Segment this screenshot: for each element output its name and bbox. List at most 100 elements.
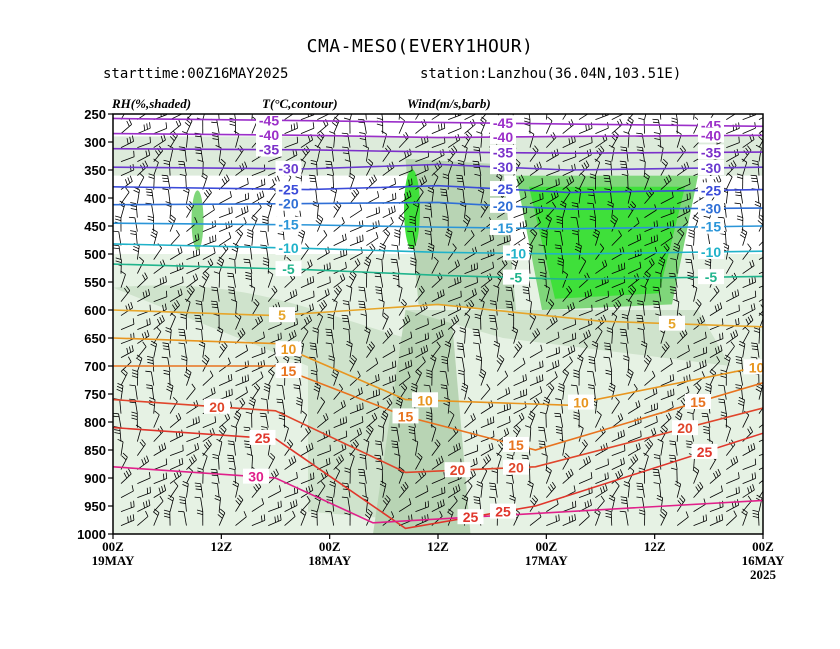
wind-barb [758, 129, 763, 134]
wind-barb-flag [541, 232, 548, 236]
wind-barb-staff [447, 331, 456, 344]
wind-barb [231, 299, 238, 316]
wind-barb-flag [116, 385, 123, 390]
wind-barb-staff [693, 470, 700, 484]
wind-barb-flag [391, 261, 398, 264]
wind-barb-flag [342, 317, 349, 320]
wind-barb-staff [627, 254, 642, 260]
wind-barb-staff [546, 520, 560, 526]
wind-barb-flag [642, 106, 647, 109]
wind-barb-flag [402, 484, 407, 490]
wind-barb-flag [489, 234, 492, 241]
wind-barb-flag [375, 108, 381, 109]
wind-barb-staff [366, 237, 379, 246]
wind-barb-staff [284, 277, 296, 288]
wind-barb-staff [529, 222, 541, 232]
wind-barb [473, 146, 482, 162]
wind-barb-staff [447, 431, 459, 442]
wind-barb-flag [560, 200, 567, 205]
wind-barb-flag [614, 481, 620, 487]
wind-barb-staff [742, 162, 748, 176]
wind-barb-flag [151, 231, 157, 236]
wind-barb-flag [409, 221, 416, 224]
wind-barb [626, 368, 634, 386]
wind-barb [557, 383, 565, 400]
wind-barb-staff [333, 301, 338, 316]
wind-barb [677, 178, 691, 190]
wind-barb-flag [375, 443, 382, 446]
wind-barb-staff [169, 161, 171, 176]
wind-barb-staff [366, 429, 374, 442]
wind-barb-flag [448, 508, 454, 513]
wind-barb-staff [611, 435, 625, 442]
wind-barb-flag [449, 410, 455, 416]
temp-label-bg [275, 181, 302, 197]
wind-barb-flag [286, 256, 292, 262]
wind-barb-flag [688, 232, 695, 235]
wind-barb-staff [183, 511, 187, 526]
wind-barb-flag [144, 272, 148, 279]
wind-barb-staff [235, 301, 238, 316]
wind-barb-staff [464, 124, 476, 134]
wind-barb-flag [312, 472, 315, 479]
wind-barb-staff [137, 294, 150, 302]
wind-barb-flag [334, 466, 340, 472]
wind-barb [642, 106, 647, 120]
wind-barb-staff [595, 464, 609, 470]
wind-barb-flag [247, 104, 253, 106]
wind-barb-flag [384, 332, 389, 339]
wind-barb-flag [317, 312, 323, 317]
wind-barb-flag [402, 299, 407, 304]
wind-barb-flag [239, 330, 244, 336]
wind-barb-flag [364, 514, 370, 519]
wind-barb-staff [398, 114, 401, 120]
wind-barb-flag [737, 318, 740, 325]
wind-barb-flag [489, 482, 496, 485]
wind-barb [529, 511, 542, 526]
wind-barb-flag [634, 104, 637, 109]
wind-barb-flag [522, 108, 528, 109]
wind-barb-flag [631, 285, 637, 291]
wind-barb-flag [227, 105, 233, 106]
wind-barb-flag [474, 288, 477, 295]
wind-barb-staff [382, 316, 389, 330]
wind-barb-flag [173, 481, 179, 487]
temp-contour-label: 25 [495, 504, 511, 520]
wind-barb [480, 416, 495, 428]
temp-contour--20 [113, 201, 763, 211]
wind-barb-flag [558, 514, 560, 521]
wind-barb-staff [660, 441, 664, 456]
wind-barb-flag [381, 130, 387, 135]
wind-barb-flag [681, 330, 686, 337]
wind-barb-flag [440, 455, 444, 462]
wind-barb-flag [487, 104, 490, 109]
wind-barb-staff [186, 372, 192, 386]
wind-barb-flag [445, 340, 451, 345]
wind-barb-flag [211, 132, 218, 135]
wind-barb-flag [586, 370, 594, 373]
wind-barb-flag [352, 441, 358, 448]
temp-label-bg [490, 128, 516, 144]
wind-barb-staff [316, 135, 325, 148]
wind-barb-flag [491, 470, 498, 473]
wind-barb-flag [623, 276, 626, 283]
wind-barb-staff [447, 248, 457, 260]
wind-barb [366, 206, 380, 218]
wind-barb-flag [188, 458, 193, 465]
wind-barb [758, 424, 763, 428]
wind-barb-flag [506, 235, 508, 242]
wind-barb-staff [186, 436, 200, 442]
wind-barb-flag [709, 371, 715, 376]
wind-barb-staff [153, 343, 157, 358]
wind-barb-staff [120, 441, 124, 456]
wind-barb-staff [281, 399, 285, 414]
wind-barb-staff [317, 235, 328, 246]
wind-barb-flag [422, 356, 426, 362]
wind-barb-flag [555, 247, 562, 250]
wind-barb [725, 172, 733, 190]
wind-barb-flag [163, 369, 170, 373]
wind-barb-flag [150, 343, 157, 348]
wind-barb-flag [717, 468, 721, 475]
wind-barb-flag [364, 329, 370, 334]
